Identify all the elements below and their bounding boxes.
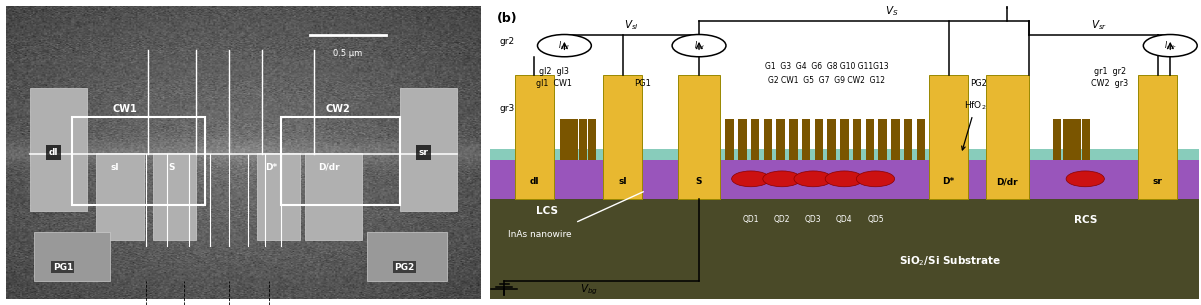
- Text: QD2: QD2: [773, 215, 790, 224]
- Bar: [35, 231, 110, 281]
- Text: D*: D*: [943, 177, 955, 186]
- Text: (b): (b): [497, 12, 518, 25]
- Text: gr1  gr2: gr1 gr2: [1094, 67, 1127, 76]
- Text: D/dr: D/dr: [318, 163, 340, 172]
- Text: sl: sl: [110, 163, 119, 172]
- Bar: [96, 152, 144, 240]
- Bar: [853, 119, 861, 160]
- Bar: [579, 119, 587, 160]
- Text: S: S: [695, 177, 703, 186]
- Bar: [257, 152, 300, 240]
- Bar: [802, 119, 811, 160]
- Bar: [827, 119, 836, 160]
- Text: LCS: LCS: [536, 206, 557, 216]
- Text: G2 CW1  G5  G7  G9 CW2  G12: G2 CW1 G5 G7 G9 CW2 G12: [769, 76, 885, 85]
- Text: D/dr: D/dr: [997, 177, 1018, 186]
- Text: gr3: gr3: [500, 104, 514, 113]
- Bar: [305, 152, 362, 240]
- Circle shape: [673, 34, 725, 57]
- Text: CW2  gr3: CW2 gr3: [1092, 79, 1129, 88]
- Bar: [725, 119, 734, 160]
- Text: $V_S$: $V_S$: [885, 4, 898, 18]
- Text: CW1: CW1: [112, 104, 137, 114]
- Bar: [839, 119, 849, 160]
- Text: $V_{sr}$: $V_{sr}$: [1092, 19, 1107, 32]
- Circle shape: [1066, 171, 1105, 187]
- Text: gr2: gr2: [500, 37, 514, 46]
- Text: $I_{sd}$: $I_{sd}$: [694, 39, 704, 52]
- Text: sr: sr: [418, 148, 429, 157]
- Circle shape: [538, 34, 591, 57]
- Text: sl: sl: [619, 177, 627, 186]
- Bar: [737, 119, 747, 160]
- Text: RCS: RCS: [1074, 215, 1097, 225]
- Bar: [1063, 119, 1071, 160]
- Bar: [1082, 119, 1091, 160]
- Text: PG1: PG1: [53, 263, 73, 272]
- Bar: [891, 119, 900, 160]
- Bar: [930, 76, 968, 199]
- Text: $I_{sdl}$: $I_{sdl}$: [558, 39, 570, 52]
- Text: gl1  CW1: gl1 CW1: [536, 79, 572, 88]
- FancyBboxPatch shape: [483, 196, 1201, 302]
- Bar: [515, 76, 554, 199]
- Bar: [776, 119, 784, 160]
- Text: QD1: QD1: [742, 215, 759, 224]
- Text: G1  G3  G4  G6  G8 G10 G11G13: G1 G3 G4 G6 G8 G10 G11G13: [765, 62, 889, 70]
- Bar: [866, 119, 874, 160]
- Text: $I_{sdr}$: $I_{sdr}$: [1164, 39, 1177, 52]
- Text: PG1: PG1: [634, 79, 651, 88]
- Bar: [400, 88, 456, 211]
- Bar: [490, 160, 1199, 199]
- Bar: [1139, 76, 1177, 199]
- Bar: [603, 76, 643, 199]
- Text: S: S: [169, 163, 175, 172]
- Text: gr1: gr1: [500, 183, 514, 192]
- Bar: [764, 119, 772, 160]
- Circle shape: [763, 171, 801, 187]
- Bar: [1072, 119, 1081, 160]
- Text: D*: D*: [265, 163, 277, 172]
- Text: $V_{sl}$: $V_{sl}$: [625, 19, 639, 32]
- Text: dl: dl: [530, 177, 539, 186]
- Bar: [587, 119, 596, 160]
- Text: PG2: PG2: [970, 79, 987, 88]
- Bar: [916, 119, 925, 160]
- Text: dl: dl: [49, 148, 58, 157]
- Bar: [30, 88, 86, 211]
- Circle shape: [856, 171, 895, 187]
- Text: QD4: QD4: [836, 215, 853, 224]
- Circle shape: [825, 171, 864, 187]
- Text: $V_{bg}$: $V_{bg}$: [580, 283, 598, 297]
- Bar: [1052, 119, 1062, 160]
- Circle shape: [1143, 34, 1197, 57]
- Bar: [560, 119, 568, 160]
- Bar: [904, 119, 913, 160]
- Bar: [569, 119, 578, 160]
- Bar: [490, 149, 1199, 160]
- Bar: [153, 152, 196, 240]
- Bar: [72, 117, 205, 205]
- Bar: [878, 119, 886, 160]
- Bar: [281, 117, 400, 205]
- Text: SiO$_2$/Si Substrate: SiO$_2$/Si Substrate: [900, 254, 1002, 268]
- Text: InAs nanowire: InAs nanowire: [508, 230, 572, 239]
- Text: QD5: QD5: [867, 215, 884, 224]
- Text: PG2: PG2: [394, 263, 414, 272]
- Bar: [677, 76, 721, 199]
- Text: HfO$_2$: HfO$_2$: [962, 99, 987, 150]
- Bar: [789, 119, 797, 160]
- Bar: [814, 119, 823, 160]
- Bar: [751, 119, 759, 160]
- Text: gl2  gl3: gl2 gl3: [539, 67, 569, 76]
- Bar: [366, 231, 447, 281]
- Text: CW2: CW2: [325, 104, 351, 114]
- Text: QD3: QD3: [805, 215, 821, 224]
- Bar: [986, 76, 1028, 199]
- Circle shape: [794, 171, 832, 187]
- Text: 0.5 μm: 0.5 μm: [333, 49, 363, 58]
- Circle shape: [731, 171, 770, 187]
- Text: sr: sr: [1153, 177, 1163, 186]
